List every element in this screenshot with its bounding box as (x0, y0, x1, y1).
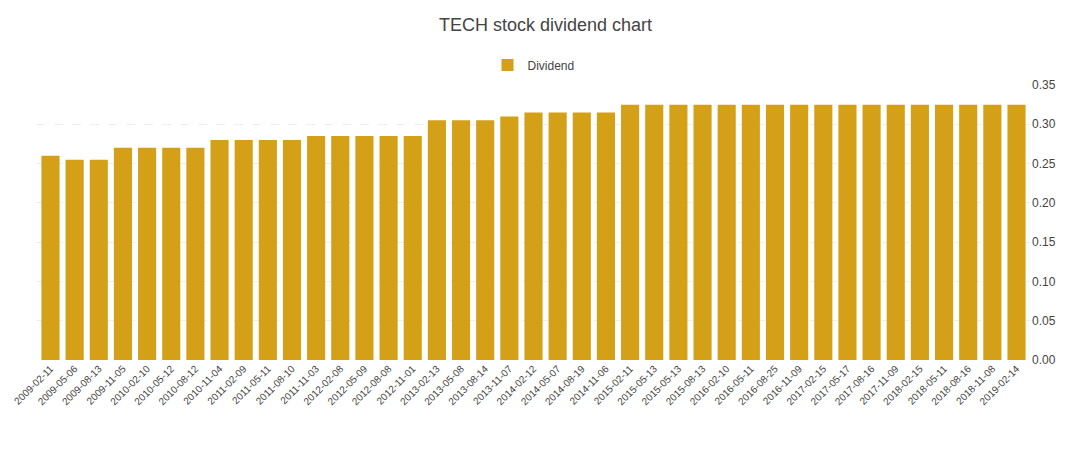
svg-text:2016-02-10: 2016-02-10 (688, 363, 732, 407)
svg-text:2014-05-07: 2014-05-07 (519, 363, 563, 407)
svg-text:TECH stock dividend chart: TECH stock dividend chart (439, 15, 652, 35)
svg-text:2019-02-14: 2019-02-14 (978, 363, 1022, 407)
svg-text:2013-02-13: 2013-02-13 (398, 363, 442, 407)
svg-text:2016-08-25: 2016-08-25 (736, 363, 780, 407)
svg-text:2015-02-11: 2015-02-11 (592, 363, 636, 407)
svg-text:2016-05-11: 2016-05-11 (712, 363, 756, 407)
svg-text:2010-08-12: 2010-08-12 (156, 363, 200, 407)
svg-text:2018-11-08: 2018-11-08 (954, 363, 998, 407)
svg-text:2011-02-09: 2011-02-09 (205, 363, 249, 407)
svg-text:2011-05-11: 2011-05-11 (230, 363, 273, 406)
svg-text:2015-08-13: 2015-08-13 (664, 363, 708, 407)
svg-text:2015-05-13: 2015-05-13 (639, 363, 683, 407)
svg-text:2014-02-12: 2014-02-12 (494, 363, 538, 407)
svg-text:2013-11-07: 2013-11-07 (471, 363, 515, 407)
svg-text:2016-11-09: 2016-11-09 (761, 363, 805, 407)
svg-text:2017-11-09: 2017-11-09 (857, 363, 901, 407)
svg-text:2017-05-17: 2017-05-17 (808, 363, 852, 407)
svg-text:2018-02-15: 2018-02-15 (881, 363, 925, 407)
svg-text:2011-11-03: 2011-11-03 (278, 363, 321, 406)
svg-text:2010-11-04: 2010-11-04 (181, 363, 225, 407)
svg-text:2009-08-13: 2009-08-13 (60, 363, 104, 407)
svg-text:0.00: 0.00 (1032, 353, 1056, 367)
svg-text:Dividend: Dividend (528, 59, 575, 73)
svg-text:2017-02-15: 2017-02-15 (784, 363, 828, 407)
svg-text:2011-08-10: 2011-08-10 (254, 363, 298, 407)
svg-text:2013-05-08: 2013-05-08 (422, 363, 466, 407)
svg-text:0.25: 0.25 (1032, 157, 1056, 171)
svg-text:2010-05-12: 2010-05-12 (132, 363, 176, 407)
svg-text:2012-02-08: 2012-02-08 (301, 363, 345, 407)
svg-text:2012-05-09: 2012-05-09 (325, 363, 369, 407)
svg-text:2014-08-19: 2014-08-19 (543, 363, 587, 407)
svg-text:0.35: 0.35 (1032, 78, 1056, 92)
svg-text:2009-05-06: 2009-05-06 (36, 363, 80, 407)
svg-text:2014-11-06: 2014-11-06 (567, 363, 611, 407)
svg-text:2010-02-10: 2010-02-10 (108, 363, 152, 407)
svg-text:2018-05-11: 2018-05-11 (906, 363, 950, 407)
svg-text:2015-05-13: 2015-05-13 (615, 363, 659, 407)
svg-text:2009-02-11: 2009-02-11 (12, 363, 56, 407)
svg-text:2012-08-08: 2012-08-08 (350, 363, 394, 407)
svg-text:0.30: 0.30 (1032, 117, 1056, 131)
svg-text:2017-08-16: 2017-08-16 (833, 363, 877, 407)
svg-text:2009-11-05: 2009-11-05 (84, 363, 128, 407)
svg-text:2013-08-14: 2013-08-14 (446, 363, 490, 407)
svg-text:0.20: 0.20 (1032, 196, 1056, 210)
svg-text:0.10: 0.10 (1032, 275, 1056, 289)
svg-text:0.05: 0.05 (1032, 314, 1056, 328)
svg-text:2018-08-16: 2018-08-16 (929, 363, 973, 407)
svg-text:2012-11-01: 2012-11-01 (374, 363, 418, 407)
svg-text:0.15: 0.15 (1032, 235, 1056, 249)
